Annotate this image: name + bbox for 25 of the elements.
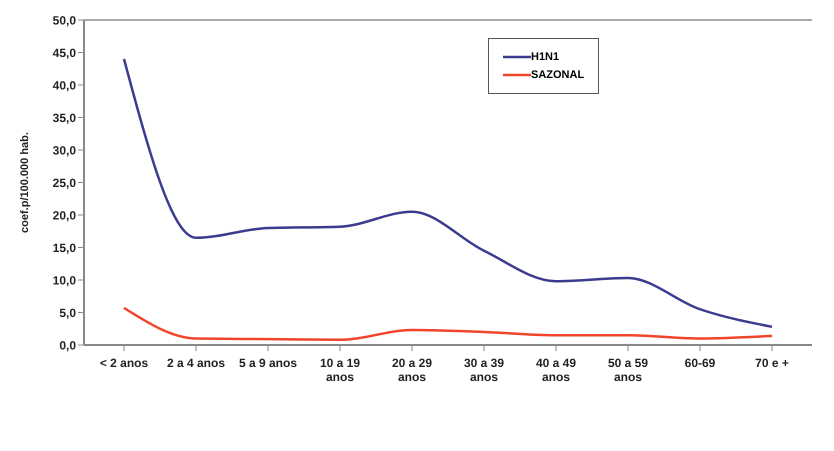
- y-tick-label: 25,0: [52, 176, 76, 190]
- line-series: [122, 306, 774, 342]
- x-tick-label: < 2 anos: [100, 356, 149, 370]
- y-tick-label: 0,0: [59, 338, 76, 352]
- y-tick-label: 35,0: [52, 110, 76, 125]
- y-tick-label: 50,0: [52, 13, 76, 28]
- x-tick-label: 30 a 39 anos: [464, 356, 504, 384]
- y-tick-label: 15,0: [52, 240, 76, 255]
- x-tick-label: 2 a 4 anos: [166, 356, 226, 370]
- x-tick-label: 60-69: [684, 356, 716, 370]
- y-tick-label: 30,0: [52, 143, 76, 158]
- x-tick-label: 70 e +: [755, 356, 789, 370]
- legend-label: SAZONAL: [531, 69, 584, 81]
- x-tick-label: 10 a 19 anos: [320, 356, 360, 384]
- x-tick-label: 5 a 9 anos: [238, 356, 298, 370]
- y-axis-title: coef.p/100.000 hab.: [18, 132, 31, 233]
- legend-label: H1N1: [531, 51, 560, 63]
- y-tick-label: 40,0: [52, 78, 76, 92]
- x-tick-label: 40 a 49 anos: [536, 356, 576, 384]
- y-tick-label: 45,0: [52, 46, 76, 60]
- y-tick-label: 20,0: [52, 208, 76, 222]
- y-tick-label: 10,0: [52, 273, 76, 288]
- x-tick-label: 20 a 29 anos: [392, 356, 432, 384]
- x-tick-label: 50 a 59 anos: [608, 356, 648, 384]
- y-tick-label: 5,0: [59, 306, 76, 320]
